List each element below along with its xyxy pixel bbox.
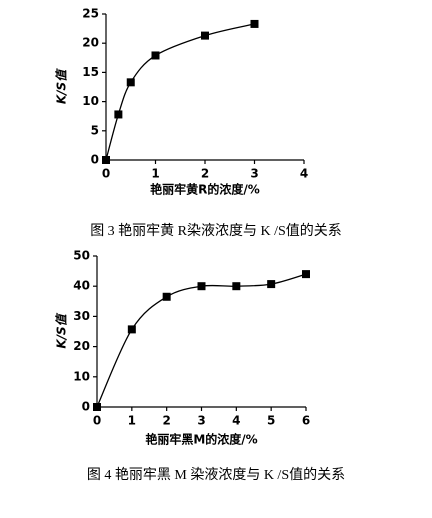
x-tick-label: 0 [102,167,110,181]
x-tick-label: 4 [232,414,240,428]
marker [197,282,206,291]
x-tick-label: 3 [197,414,205,428]
marker [162,292,171,301]
y-tick-label: 25 [82,7,99,21]
x-axis-label: 艳丽牢黑M的浓度/% [145,432,257,447]
y-tick-label: 15 [82,65,99,79]
caption: 图 3 艳丽牢黄 R染液浓度与 K /S值的关系 [90,222,342,239]
y-tick-label: 30 [73,309,90,323]
y-tick-label: 40 [73,279,90,293]
marker [102,156,110,164]
curve [105,23,255,161]
x-tick-label: 1 [128,414,136,428]
y-tick-label: 20 [82,36,99,50]
y-tick-label: 5 [91,123,99,137]
marker [126,78,135,87]
marker [127,325,136,334]
y-tick-label: 0 [82,400,90,414]
marker [302,270,310,279]
marker [114,110,123,119]
marker [93,403,101,411]
y-tick-label: 10 [82,94,99,108]
y-tick-label: 50 [73,249,90,263]
x-tick-label: 4 [300,167,308,181]
x-tick-label: 5 [267,414,275,428]
marker [250,19,259,28]
x-axis-label: 艳丽牢黄R的浓度/% [150,182,260,197]
y-axis-label: K/S值 [55,68,69,104]
marker [151,51,160,60]
x-tick-label: 0 [93,414,101,428]
caption: 图 4 艳丽牢黑 M 染液浓度与 K /S值的关系 [87,467,345,483]
x-tick-label: 1 [151,167,159,181]
x-tick-label: 6 [302,414,310,428]
x-tick-label: 2 [201,167,209,181]
x-tick-label: 2 [162,414,170,428]
y-tick-label: 0 [91,153,99,167]
y-axis-label: K/S值 [55,312,69,348]
curve [96,273,307,408]
y-tick-label: 20 [73,339,90,353]
y-tick-label: 10 [73,369,90,383]
marker [201,31,209,40]
marker [267,280,276,289]
x-tick-label: 3 [250,167,258,181]
marker [232,282,241,291]
